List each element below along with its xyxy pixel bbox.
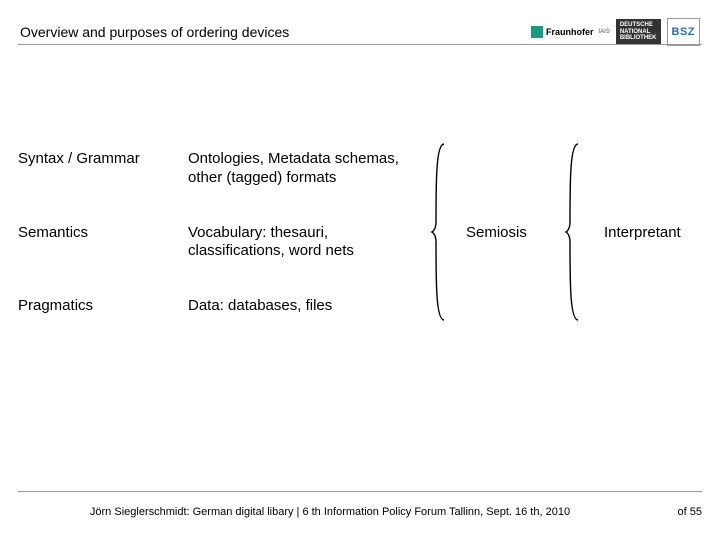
curly-brace-icon: [564, 142, 582, 322]
logo-cluster: Fraunhofer IAIS DEUTSCHE NATIONAL BIBLIO…: [531, 18, 700, 46]
fraunhofer-mark-icon: [531, 26, 543, 38]
dnb-line3: BIBLIOTHEK: [620, 35, 657, 42]
curly-brace-icon: [430, 142, 448, 322]
bottom-rule: [18, 491, 702, 492]
dnb-logo: DEUTSCHE NATIONAL BIBLIOTHEK: [616, 19, 661, 45]
slide-title: Overview and purposes of ordering device…: [20, 24, 289, 40]
row-label: Pragmatics: [18, 297, 188, 314]
bsz-logo: BSZ: [667, 18, 701, 46]
row-label: Semantics: [18, 224, 188, 241]
table-row: Semantics Vocabulary: thesauri, classifi…: [18, 224, 702, 262]
header-row: Overview and purposes of ordering device…: [20, 18, 700, 46]
footer: Jörn Sieglerschmidt: German digital liba…: [18, 506, 702, 518]
dnb-line1: DEUTSCHE: [620, 22, 657, 29]
fraunhofer-text: Fraunhofer: [546, 28, 594, 37]
row-desc: Data: databases, files: [188, 297, 408, 316]
row-desc: Ontologies, Metadata schemas, other (tag…: [188, 150, 408, 188]
footer-text: Jörn Sieglerschmidt: German digital liba…: [18, 506, 642, 518]
footer-page: of 55: [642, 506, 702, 518]
dnb-line2: NATIONAL: [620, 29, 657, 36]
fraunhofer-sub: IAIS: [598, 29, 609, 35]
table-row: Pragmatics Data: databases, files: [18, 297, 702, 316]
top-rule: [18, 44, 702, 45]
bracket-label-semiosis: Semiosis: [466, 224, 527, 241]
table-row: Syntax / Grammar Ontologies, Metadata sc…: [18, 150, 702, 188]
content-area: Syntax / Grammar Ontologies, Metadata sc…: [18, 150, 702, 470]
bracket-label-interpretant: Interpretant: [604, 224, 681, 241]
row-desc: Vocabulary: thesauri, classifications, w…: [188, 224, 408, 262]
slide: Overview and purposes of ordering device…: [0, 0, 720, 540]
fraunhofer-logo: Fraunhofer IAIS: [531, 21, 610, 43]
row-label: Syntax / Grammar: [18, 150, 188, 167]
